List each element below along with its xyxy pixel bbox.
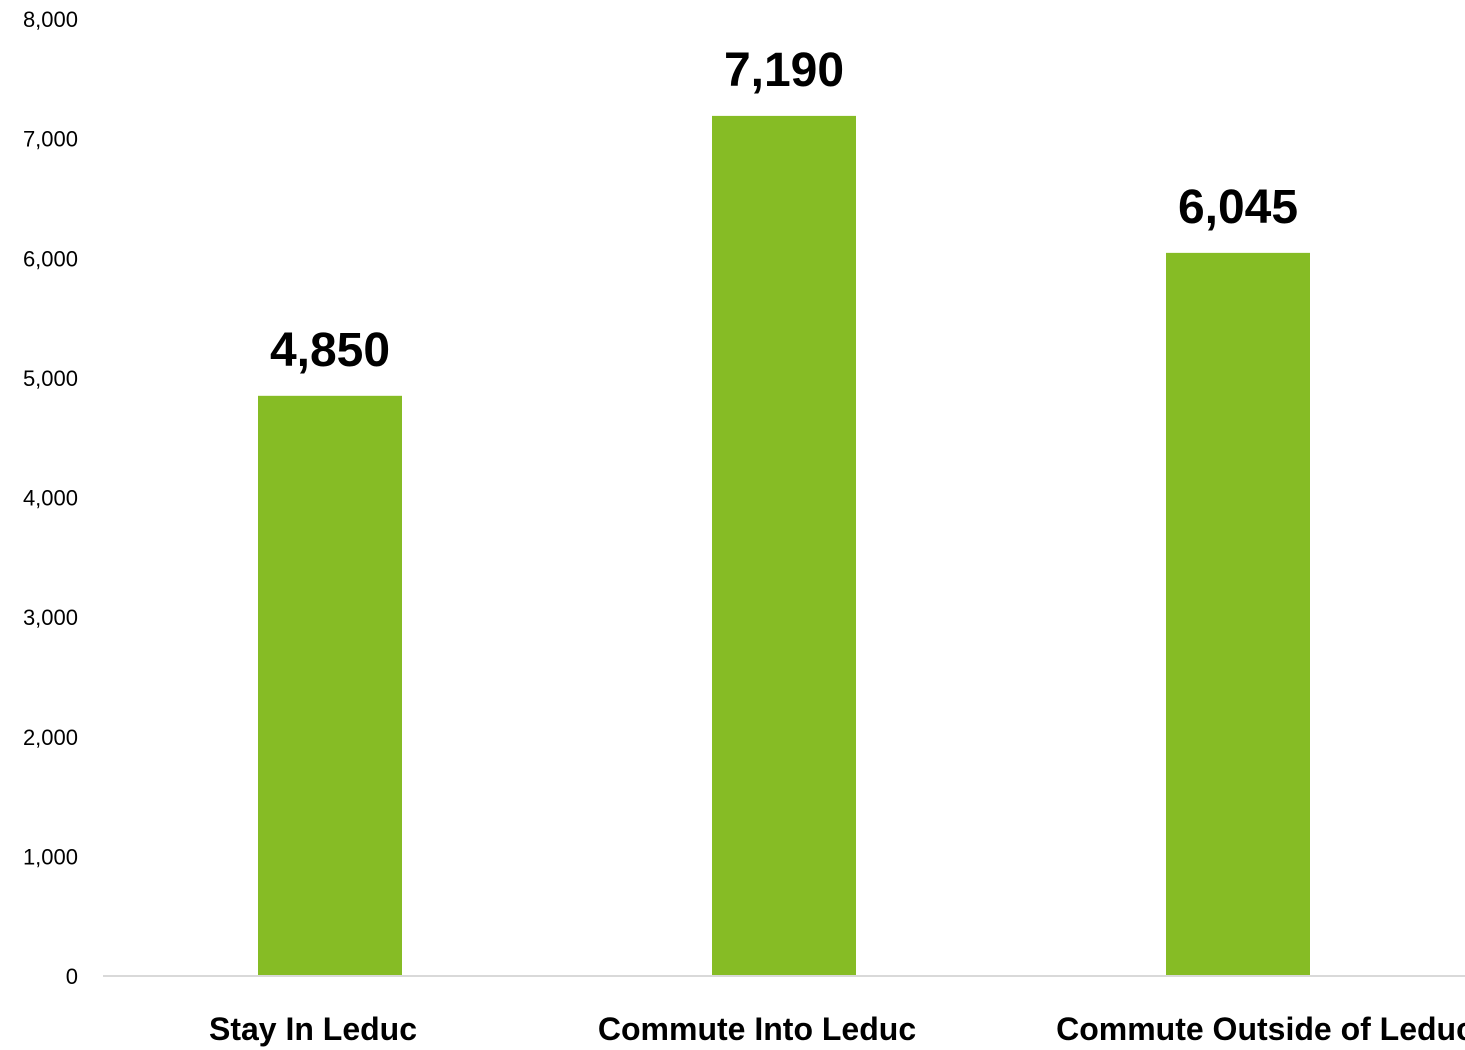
bar [712,115,856,977]
x-tick-label: Stay In Leduc [209,1011,417,1047]
data-label: 4,850 [270,324,390,377]
bars-group [258,115,1310,977]
bar [258,395,402,977]
y-tick-label: 7,000 [23,127,78,152]
y-tick-label: 3,000 [23,605,78,630]
bar [1166,252,1310,976]
y-tick-label: 1,000 [23,844,78,869]
y-tick-label: 6,000 [23,246,78,271]
x-tick-label: Commute Into Leduc [598,1011,916,1047]
y-axis: 0 1,000 2,000 3,000 4,000 5,000 6,000 7,000 8,00… [23,7,78,989]
data-labels-group: 4,850 7,190 6,045 [270,44,1298,377]
data-label: 6,045 [1178,181,1298,234]
data-label: 7,190 [724,44,844,97]
y-tick-label: 2,000 [23,725,78,750]
y-tick-label: 8,000 [23,7,78,32]
y-tick-label: 5,000 [23,366,78,391]
x-tick-label: Commute Outside of Leduc [1056,1011,1465,1047]
y-tick-label: 0 [66,964,78,989]
y-tick-label: 4,000 [23,486,78,511]
x-axis: Stay In Leduc Commute Into Leduc Commute O… [209,1011,1465,1047]
